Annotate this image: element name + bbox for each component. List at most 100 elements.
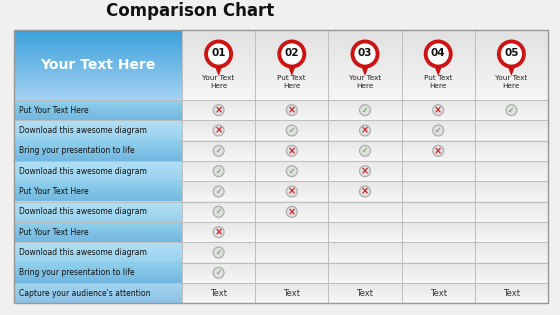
Circle shape bbox=[360, 126, 370, 135]
Bar bbox=[475, 289, 548, 293]
Bar bbox=[255, 32, 328, 35]
Polygon shape bbox=[506, 63, 516, 76]
Bar bbox=[402, 283, 475, 303]
Bar bbox=[402, 242, 475, 263]
Bar bbox=[14, 100, 182, 103]
Bar bbox=[475, 134, 548, 137]
Bar bbox=[402, 67, 475, 70]
Bar bbox=[14, 283, 182, 303]
Bar bbox=[402, 58, 475, 60]
Bar bbox=[14, 151, 182, 153]
Bar bbox=[402, 100, 475, 120]
Bar bbox=[255, 235, 328, 239]
Bar bbox=[182, 161, 255, 164]
Bar bbox=[14, 257, 182, 260]
Bar bbox=[14, 163, 182, 166]
Bar bbox=[328, 269, 402, 273]
Text: ×: × bbox=[214, 125, 223, 135]
Bar bbox=[475, 161, 548, 181]
Circle shape bbox=[286, 125, 297, 136]
Bar bbox=[255, 296, 328, 300]
Bar bbox=[475, 272, 548, 276]
Bar bbox=[14, 204, 182, 207]
Bar bbox=[402, 83, 475, 86]
Bar bbox=[402, 208, 475, 212]
Bar bbox=[14, 120, 182, 141]
Bar bbox=[402, 93, 475, 95]
Circle shape bbox=[287, 167, 296, 176]
Bar bbox=[328, 235, 402, 239]
Bar bbox=[328, 65, 402, 67]
Bar bbox=[14, 283, 182, 285]
Bar bbox=[182, 83, 255, 86]
Bar bbox=[182, 242, 255, 246]
Bar bbox=[475, 222, 548, 242]
Bar bbox=[182, 81, 255, 84]
Bar bbox=[328, 215, 402, 219]
Circle shape bbox=[286, 186, 297, 197]
Bar bbox=[14, 222, 182, 225]
Circle shape bbox=[213, 125, 224, 136]
Bar bbox=[255, 123, 328, 127]
Bar bbox=[182, 140, 255, 144]
Bar bbox=[14, 262, 182, 265]
Text: ✓: ✓ bbox=[288, 126, 295, 135]
Bar bbox=[328, 106, 402, 110]
Bar bbox=[182, 222, 255, 226]
Bar bbox=[182, 41, 255, 44]
Bar bbox=[328, 130, 402, 134]
Bar bbox=[14, 110, 182, 113]
Bar bbox=[14, 298, 182, 301]
Bar bbox=[328, 225, 402, 229]
Bar bbox=[475, 263, 548, 283]
Bar bbox=[475, 53, 548, 56]
Bar bbox=[14, 53, 182, 56]
Bar bbox=[402, 30, 475, 32]
Bar bbox=[182, 30, 255, 100]
Bar bbox=[182, 74, 255, 77]
Bar bbox=[402, 299, 475, 303]
Bar bbox=[255, 242, 328, 263]
Circle shape bbox=[213, 267, 224, 278]
Bar bbox=[14, 133, 182, 135]
Circle shape bbox=[360, 145, 371, 156]
Bar bbox=[14, 234, 182, 237]
Bar bbox=[14, 50, 182, 53]
Bar bbox=[14, 156, 182, 158]
Circle shape bbox=[286, 145, 297, 156]
Bar bbox=[328, 208, 402, 212]
Bar bbox=[14, 30, 548, 303]
Bar bbox=[182, 242, 255, 263]
Bar bbox=[255, 205, 328, 209]
Bar bbox=[182, 262, 255, 266]
Bar bbox=[402, 249, 475, 253]
Bar bbox=[475, 140, 548, 144]
Bar bbox=[402, 69, 475, 72]
Bar bbox=[402, 245, 475, 249]
Bar bbox=[14, 93, 182, 95]
Bar bbox=[328, 191, 402, 195]
Circle shape bbox=[214, 187, 223, 196]
Circle shape bbox=[360, 166, 371, 177]
Bar bbox=[182, 178, 255, 181]
Bar bbox=[255, 272, 328, 276]
Bar bbox=[14, 194, 182, 197]
Bar bbox=[402, 242, 475, 246]
Bar bbox=[402, 30, 475, 100]
Bar bbox=[255, 222, 328, 242]
Bar bbox=[255, 157, 328, 161]
Bar bbox=[14, 72, 182, 74]
Bar bbox=[328, 245, 402, 249]
Bar bbox=[475, 164, 548, 168]
Bar bbox=[328, 184, 402, 188]
Text: ×: × bbox=[214, 227, 223, 237]
Bar bbox=[182, 62, 255, 65]
Bar bbox=[402, 222, 475, 226]
Bar bbox=[14, 224, 182, 227]
Bar bbox=[14, 78, 182, 81]
Bar bbox=[14, 95, 182, 98]
Bar bbox=[328, 296, 402, 300]
Bar bbox=[182, 69, 255, 72]
Bar bbox=[402, 276, 475, 280]
Bar bbox=[255, 266, 328, 269]
